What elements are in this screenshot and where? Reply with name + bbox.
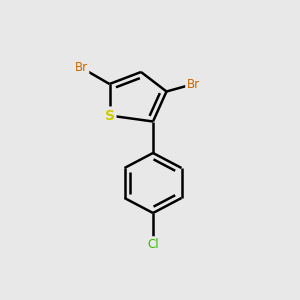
Text: Br: Br (187, 77, 200, 91)
Text: S: S (104, 109, 115, 122)
Text: Br: Br (74, 61, 88, 74)
Text: Cl: Cl (147, 238, 159, 251)
